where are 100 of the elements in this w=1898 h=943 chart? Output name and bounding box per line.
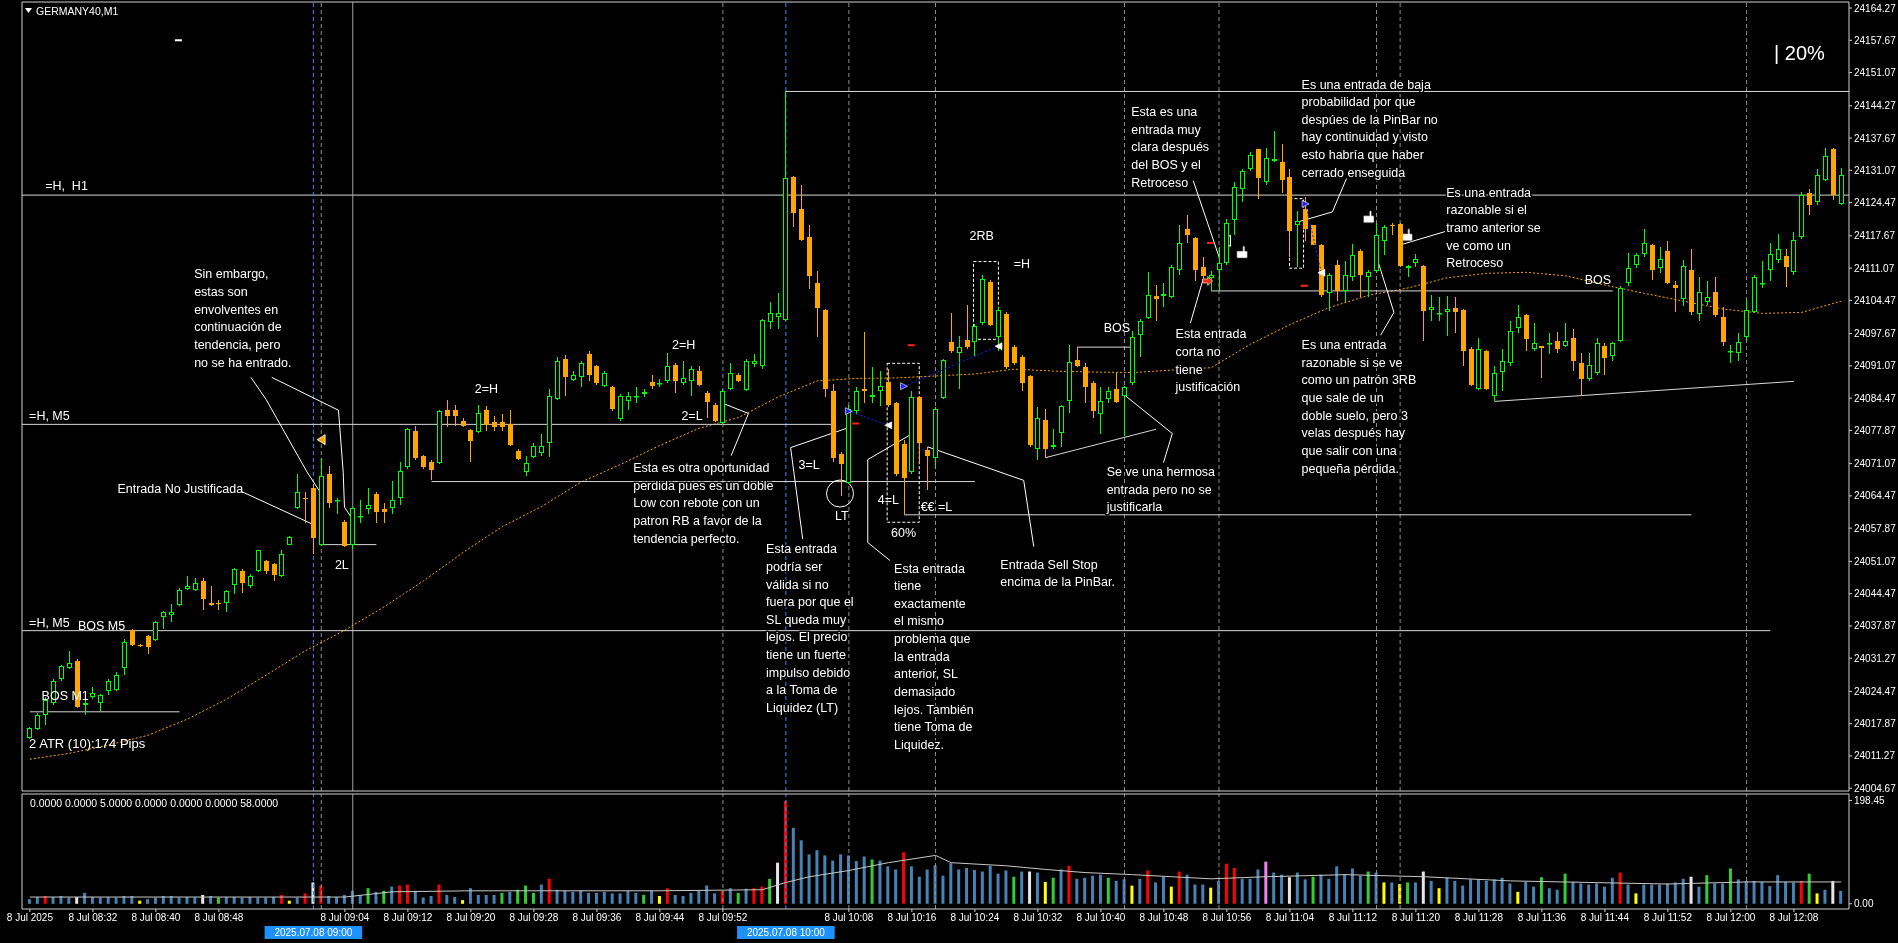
bar [823, 855, 827, 904]
bar [1240, 878, 1244, 904]
y-tick-label: 24131.07 [1854, 164, 1897, 176]
annotation: BOS [1103, 321, 1131, 336]
y-tick-label: 198.45 [1854, 795, 1886, 807]
bar [1421, 871, 1425, 904]
bar [563, 890, 567, 904]
bar [1232, 867, 1236, 904]
annotation: 2=H [474, 382, 498, 397]
y-tick-label: 24091.07 [1854, 360, 1897, 372]
bar [1547, 888, 1551, 904]
bar [468, 888, 472, 904]
annotation: 3=L [798, 458, 820, 473]
bar [752, 888, 756, 904]
bar [492, 894, 496, 904]
annotation: | 20% [1774, 42, 1826, 65]
bar [1295, 872, 1299, 904]
bar [1429, 880, 1433, 904]
bar [1721, 883, 1725, 904]
bar [1571, 881, 1575, 904]
bar [1752, 880, 1756, 904]
bar [146, 899, 150, 904]
bar [618, 893, 622, 904]
bar [1524, 881, 1528, 904]
y-tick-label: 24071.07 [1854, 458, 1897, 470]
annotation: =H [1013, 256, 1030, 271]
y-tick-label: 24031.27 [1854, 652, 1897, 664]
bar [1807, 873, 1811, 904]
bar [768, 878, 772, 904]
bar [1075, 878, 1079, 904]
x-tick-label: 8 Jul 10:08 [824, 912, 874, 924]
y-tick-label: 24097.67 [1854, 328, 1897, 340]
bar [594, 892, 598, 904]
bar [1823, 889, 1827, 904]
x-tick-label: 8 Jul 09:04 [320, 912, 370, 924]
bar [862, 856, 866, 904]
x-tick-label: 8 Jul 11:04 [1265, 912, 1315, 924]
bar [1272, 872, 1276, 904]
bar [1059, 869, 1063, 904]
bar [1146, 870, 1150, 904]
bar [27, 899, 31, 904]
x-tick-label: 8 Jul 08:40 [131, 912, 181, 924]
bar [807, 854, 811, 904]
annotation: LT [835, 509, 850, 524]
x-tick-label: 8 Jul 08:48 [194, 912, 244, 924]
bar [1642, 884, 1646, 904]
bar [1390, 882, 1394, 904]
bar [1784, 881, 1788, 904]
annotation: Es una entrada razonable si se ve como un patrón 3RB que sale de un doble suelo, pero 3 velas después hay que salir con una pequeña pérdida. [1301, 338, 1417, 476]
bar [650, 890, 654, 904]
bar [1697, 886, 1701, 904]
bar [382, 890, 386, 904]
bar [374, 891, 378, 904]
bar [957, 869, 961, 904]
bar [1768, 886, 1772, 904]
bar [902, 852, 906, 904]
bar [917, 876, 921, 904]
bar [1736, 879, 1740, 904]
y-tick-label: 24044.47 [1854, 588, 1897, 600]
candlestick [1295, 211, 1300, 267]
bar [1532, 886, 1536, 904]
bar [925, 869, 929, 904]
annotation: 2RB [969, 229, 994, 244]
bar [870, 859, 874, 904]
candlestick [1051, 429, 1056, 449]
bar [1382, 882, 1386, 904]
bar [1681, 878, 1685, 904]
bar [1563, 873, 1567, 904]
bar [1035, 872, 1039, 904]
bar [1224, 863, 1228, 904]
bar [1185, 874, 1189, 904]
bar [972, 869, 976, 904]
bar [1713, 883, 1717, 904]
bar [1728, 868, 1732, 904]
bar [602, 891, 606, 904]
y-tick-label: 24064.47 [1854, 490, 1897, 502]
bar [949, 863, 953, 904]
bar [799, 840, 803, 904]
bar [1665, 883, 1669, 904]
bar [665, 888, 669, 904]
annotation: Entrada Sell Stop encima de la PinBar. [1000, 557, 1116, 590]
bar [1311, 876, 1315, 904]
bar [1469, 879, 1473, 904]
bar [555, 889, 559, 904]
y-tick-label: 0.00 [1854, 898, 1874, 910]
candlestick [1760, 261, 1765, 288]
x-tick-label: 8 Jul 09:44 [635, 912, 685, 924]
bar [547, 878, 551, 904]
bar [1280, 874, 1284, 904]
annotation: Sin embargo, estas son envolventes en continuación de tendencia, pero no se ha entrado. [194, 267, 292, 370]
x-tick-label: 8 Jul 10:32 [1013, 912, 1063, 924]
bar [736, 892, 740, 904]
bar [437, 884, 441, 904]
bar [1453, 880, 1457, 904]
bar [1445, 877, 1449, 904]
bar [894, 869, 898, 904]
bar [1256, 869, 1260, 904]
bar [1043, 881, 1047, 904]
y-tick-label: 24084.47 [1854, 392, 1897, 404]
annotation: Es una entrada de baja probabilidad por que despúes de la PinBar no hay continuidad y visto esto habría que haber cerrado enseguida [1301, 77, 1438, 180]
